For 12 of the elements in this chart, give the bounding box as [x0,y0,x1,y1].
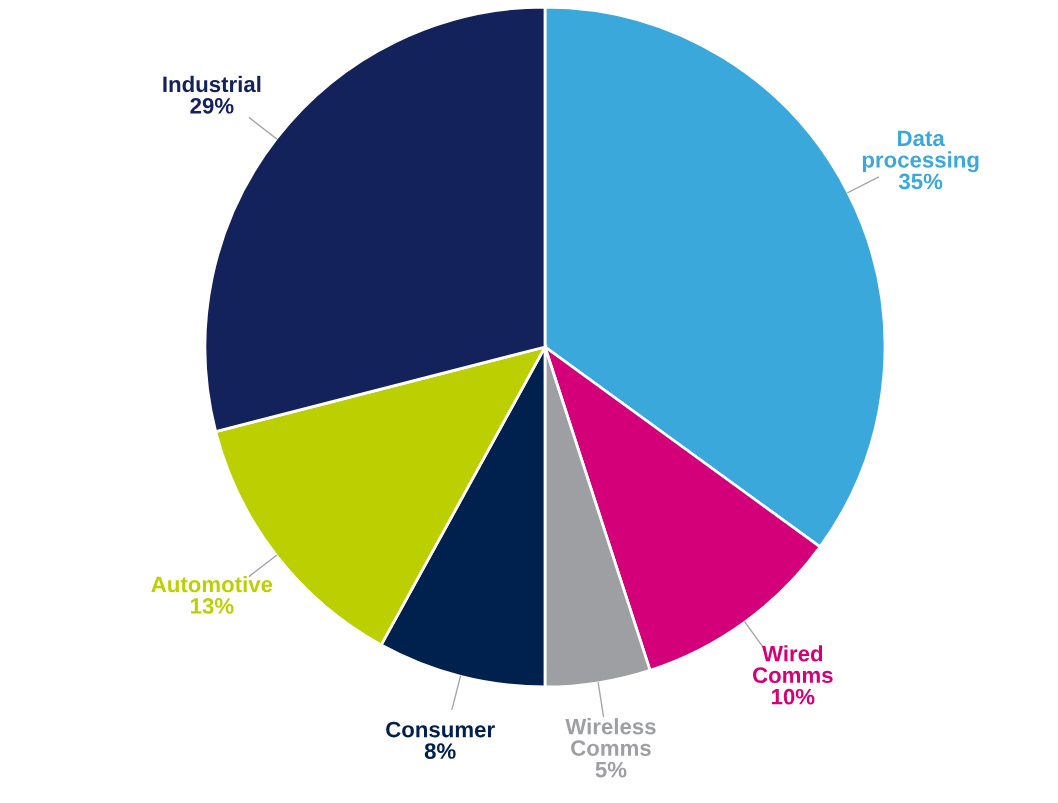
data-label: 13% [191,598,234,614]
slice-label: Automotive [151,575,273,593]
slice-label: Wired Comms [752,645,833,684]
data-label: 35% [898,173,943,190]
slice-label: Industrial [163,75,261,93]
data-label: 8% [424,743,456,759]
data-label: 5% [595,761,627,778]
slice-label: Data processing [862,130,979,173]
data-label: 10% [771,688,815,705]
slice-label: Wireless Comms [565,718,656,756]
data-label: 29% [190,97,234,114]
slice-label: Consumer [386,721,495,738]
